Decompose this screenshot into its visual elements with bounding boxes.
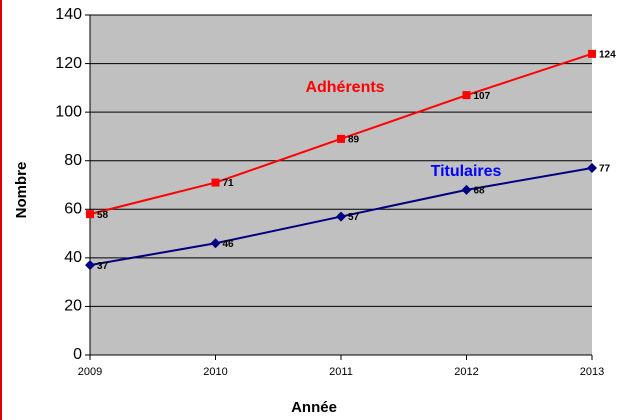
data-label: 107 (474, 91, 491, 102)
left-border (0, 0, 2, 420)
marker (85, 260, 95, 271)
y-axis-title: Nombre (13, 162, 30, 219)
marker (587, 163, 597, 173)
y-tick-label: 0 (73, 346, 82, 363)
y-tick-label: 80 (64, 152, 82, 169)
x-tick-label: 2011 (329, 366, 353, 378)
data-label: 58 (97, 210, 109, 221)
y-tick-label: 60 (64, 201, 82, 218)
marker (461, 184, 472, 195)
x-tick-label: 2013 (580, 366, 604, 378)
x-tick-label: 2012 (454, 366, 478, 378)
y-tick-label: 120 (55, 55, 82, 72)
data-label: 89 (348, 134, 360, 145)
data-label: 37 (97, 261, 109, 272)
series-label: Titulaires (431, 163, 502, 180)
y-tick-label: 100 (55, 103, 82, 120)
y-tick-label: 20 (64, 298, 82, 315)
marker (588, 49, 596, 58)
plot-area (90, 15, 592, 355)
data-label: 77 (599, 164, 611, 175)
x-axis-title: Année (291, 399, 337, 416)
marker (210, 238, 221, 249)
marker (211, 178, 220, 187)
y-tick-label: 40 (64, 249, 82, 266)
series-label: Adhérents (305, 79, 384, 96)
marker (336, 211, 346, 222)
x-tick-label: 2010 (203, 366, 227, 378)
marker (462, 91, 471, 100)
data-label: 57 (348, 212, 360, 223)
data-label: 124 (599, 49, 616, 60)
marker (337, 134, 345, 143)
data-label: 68 (474, 185, 486, 196)
y-tick-label: 140 (55, 6, 82, 23)
data-label: 46 (223, 239, 235, 250)
marker (86, 210, 94, 219)
x-tick-label: 2009 (78, 366, 102, 378)
data-label: 71 (223, 178, 235, 189)
